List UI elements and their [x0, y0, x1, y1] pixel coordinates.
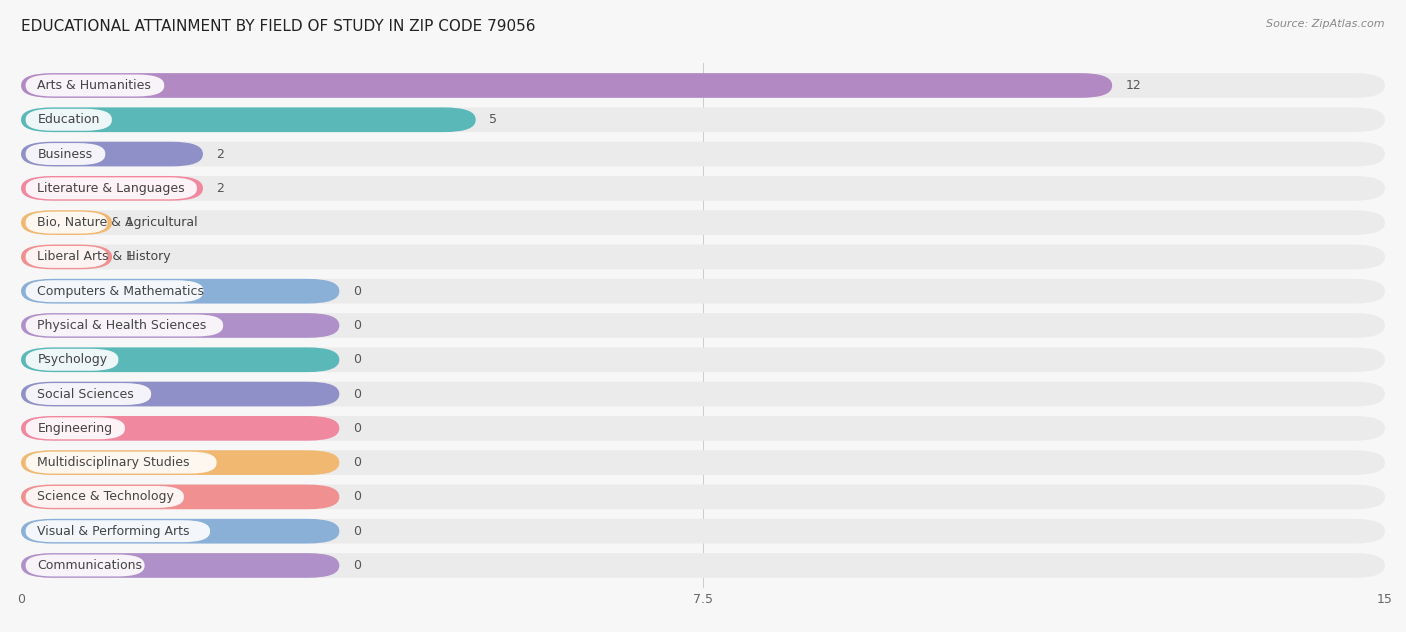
- FancyBboxPatch shape: [25, 280, 204, 302]
- Text: Engineering: Engineering: [38, 422, 112, 435]
- FancyBboxPatch shape: [25, 383, 150, 405]
- Text: Education: Education: [38, 113, 100, 126]
- Text: 12: 12: [1126, 79, 1142, 92]
- FancyBboxPatch shape: [21, 485, 339, 509]
- Text: Liberal Arts & History: Liberal Arts & History: [38, 250, 172, 264]
- Text: 1: 1: [125, 250, 134, 264]
- FancyBboxPatch shape: [25, 109, 112, 131]
- Text: 1: 1: [125, 216, 134, 229]
- FancyBboxPatch shape: [21, 210, 112, 235]
- FancyBboxPatch shape: [25, 417, 125, 439]
- Text: Arts & Humanities: Arts & Humanities: [38, 79, 152, 92]
- FancyBboxPatch shape: [21, 142, 1385, 166]
- FancyBboxPatch shape: [25, 349, 118, 371]
- Text: 2: 2: [217, 182, 225, 195]
- Text: 0: 0: [353, 353, 361, 367]
- Text: Multidisciplinary Studies: Multidisciplinary Studies: [38, 456, 190, 469]
- Text: 0: 0: [353, 284, 361, 298]
- Text: 0: 0: [353, 559, 361, 572]
- Text: 0: 0: [353, 387, 361, 401]
- Text: 0: 0: [353, 490, 361, 504]
- FancyBboxPatch shape: [21, 416, 339, 441]
- FancyBboxPatch shape: [21, 73, 1385, 98]
- Text: EDUCATIONAL ATTAINMENT BY FIELD OF STUDY IN ZIP CODE 79056: EDUCATIONAL ATTAINMENT BY FIELD OF STUDY…: [21, 19, 536, 34]
- FancyBboxPatch shape: [25, 75, 165, 97]
- FancyBboxPatch shape: [21, 210, 1385, 235]
- FancyBboxPatch shape: [21, 107, 475, 132]
- Text: 2: 2: [217, 147, 225, 161]
- Text: Visual & Performing Arts: Visual & Performing Arts: [38, 525, 190, 538]
- Text: Source: ZipAtlas.com: Source: ZipAtlas.com: [1267, 19, 1385, 29]
- Text: Bio, Nature & Agricultural: Bio, Nature & Agricultural: [38, 216, 198, 229]
- FancyBboxPatch shape: [21, 142, 202, 166]
- Text: Psychology: Psychology: [38, 353, 108, 367]
- Text: Literature & Languages: Literature & Languages: [38, 182, 186, 195]
- FancyBboxPatch shape: [25, 315, 224, 336]
- FancyBboxPatch shape: [21, 176, 1385, 201]
- FancyBboxPatch shape: [21, 485, 1385, 509]
- FancyBboxPatch shape: [21, 519, 339, 544]
- FancyBboxPatch shape: [25, 486, 184, 508]
- FancyBboxPatch shape: [25, 212, 107, 234]
- FancyBboxPatch shape: [21, 348, 339, 372]
- FancyBboxPatch shape: [21, 553, 339, 578]
- FancyBboxPatch shape: [21, 279, 1385, 303]
- FancyBboxPatch shape: [21, 313, 1385, 338]
- FancyBboxPatch shape: [21, 450, 1385, 475]
- Text: 0: 0: [353, 422, 361, 435]
- FancyBboxPatch shape: [21, 382, 1385, 406]
- FancyBboxPatch shape: [21, 245, 112, 269]
- Text: 5: 5: [489, 113, 498, 126]
- FancyBboxPatch shape: [21, 450, 339, 475]
- FancyBboxPatch shape: [21, 519, 1385, 544]
- FancyBboxPatch shape: [25, 246, 107, 268]
- FancyBboxPatch shape: [21, 348, 1385, 372]
- FancyBboxPatch shape: [25, 554, 145, 576]
- FancyBboxPatch shape: [25, 143, 105, 165]
- FancyBboxPatch shape: [21, 245, 1385, 269]
- FancyBboxPatch shape: [21, 416, 1385, 441]
- FancyBboxPatch shape: [25, 520, 209, 542]
- Text: 0: 0: [353, 456, 361, 469]
- FancyBboxPatch shape: [21, 73, 1112, 98]
- FancyBboxPatch shape: [21, 279, 339, 303]
- FancyBboxPatch shape: [21, 313, 339, 338]
- Text: Social Sciences: Social Sciences: [38, 387, 134, 401]
- Text: Science & Technology: Science & Technology: [38, 490, 174, 504]
- Text: Physical & Health Sciences: Physical & Health Sciences: [38, 319, 207, 332]
- Text: Computers & Mathematics: Computers & Mathematics: [38, 284, 204, 298]
- FancyBboxPatch shape: [25, 178, 197, 199]
- Text: 0: 0: [353, 525, 361, 538]
- FancyBboxPatch shape: [21, 382, 339, 406]
- FancyBboxPatch shape: [21, 553, 1385, 578]
- FancyBboxPatch shape: [25, 452, 217, 473]
- Text: Communications: Communications: [38, 559, 142, 572]
- Text: 0: 0: [353, 319, 361, 332]
- Text: Business: Business: [38, 147, 93, 161]
- FancyBboxPatch shape: [21, 107, 1385, 132]
- FancyBboxPatch shape: [21, 176, 202, 201]
